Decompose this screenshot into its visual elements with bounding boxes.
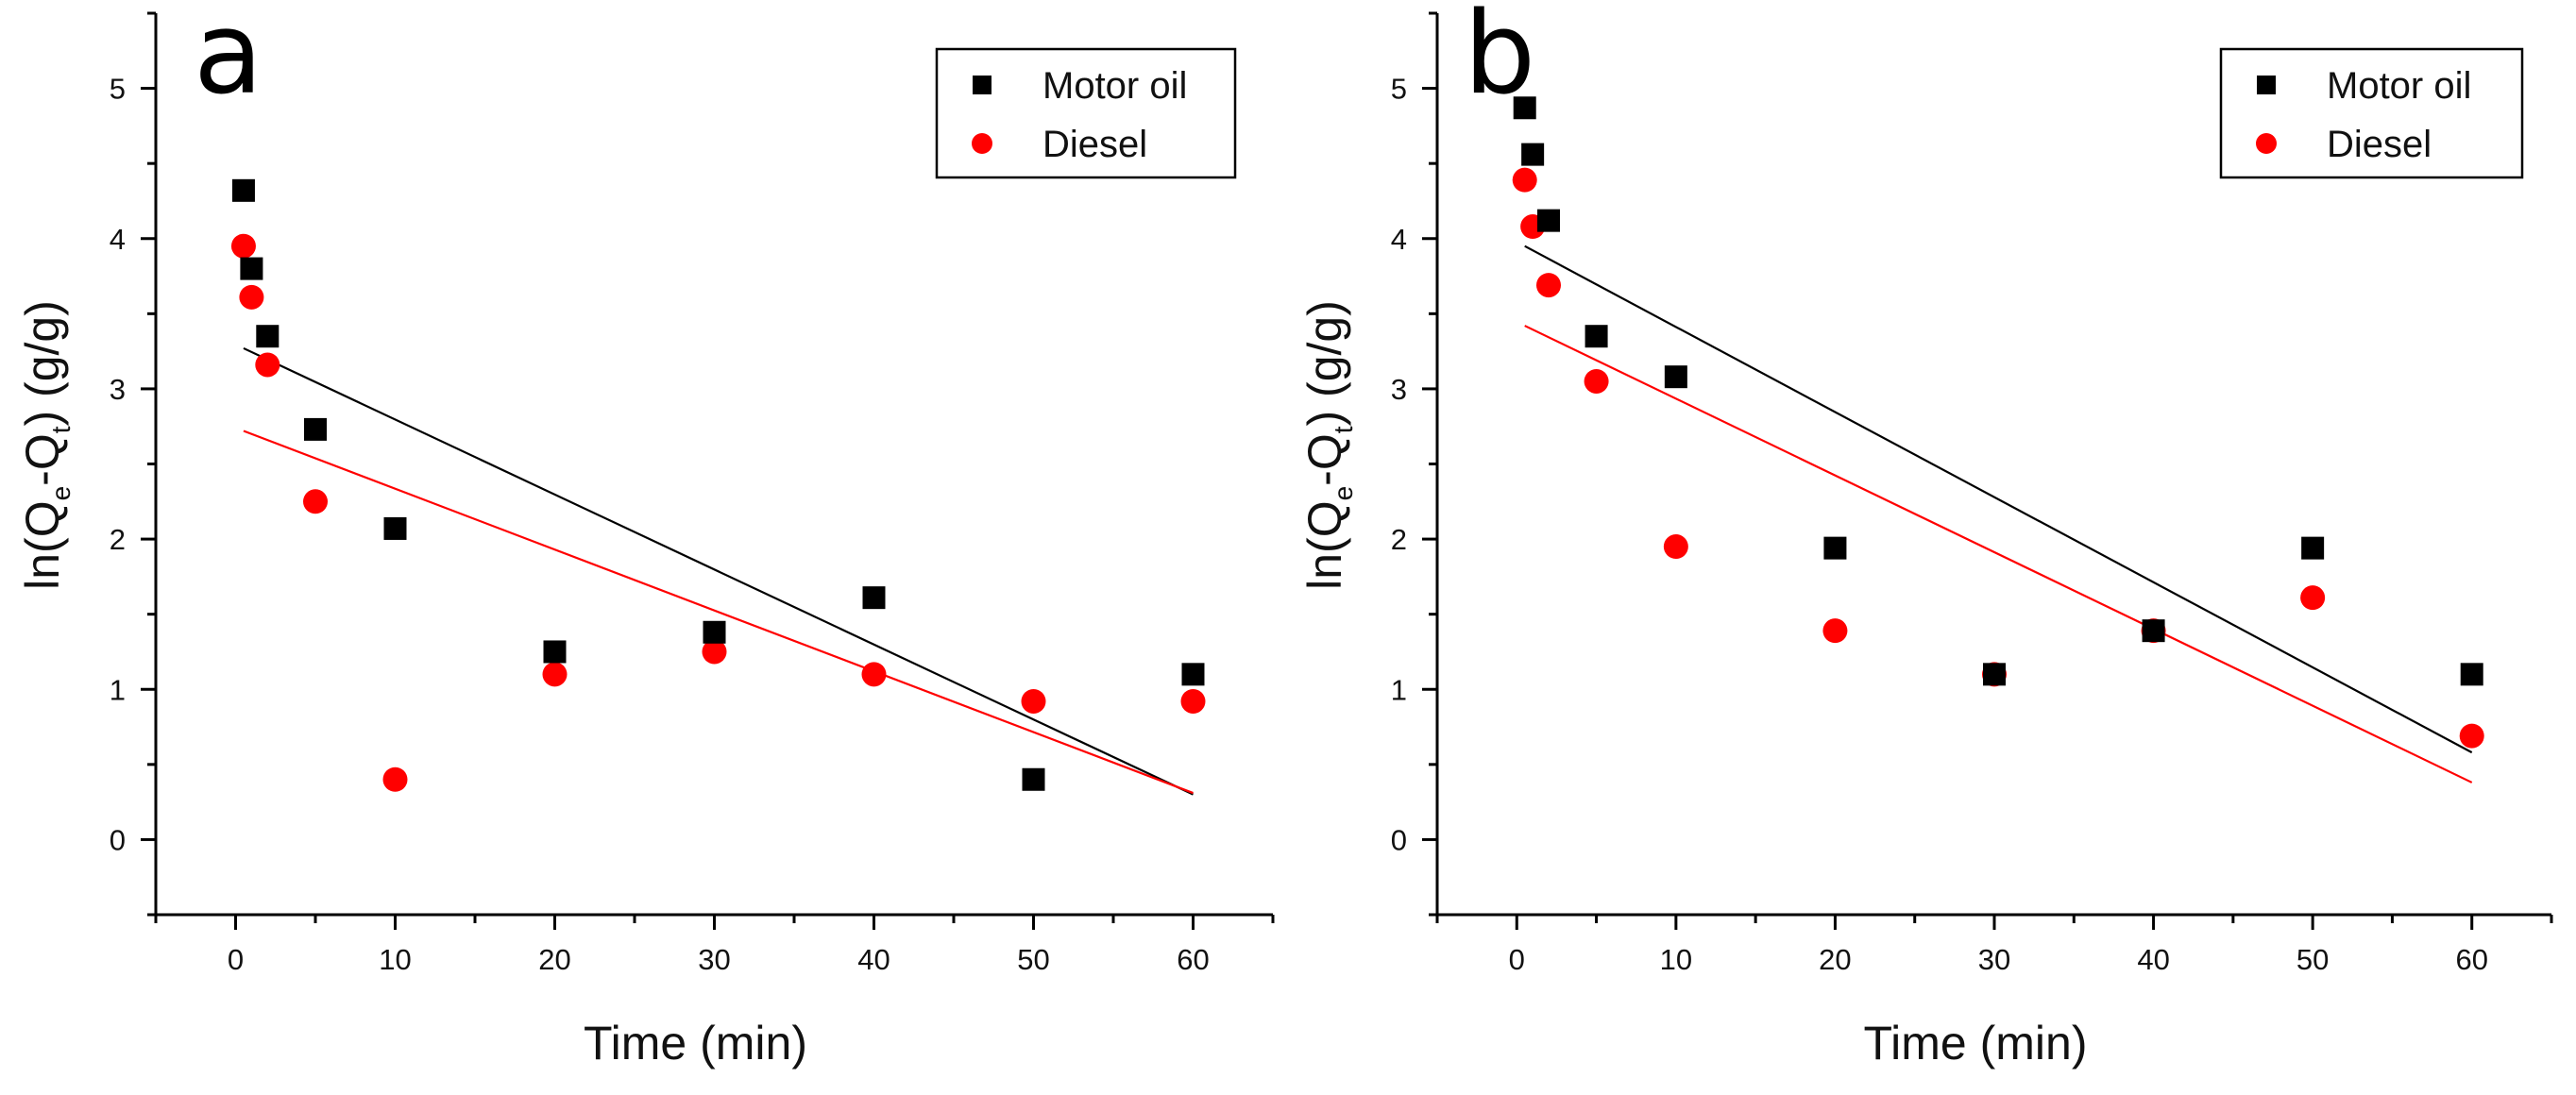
legend-label: Motor oil bbox=[1042, 65, 1187, 107]
data-point-diesel bbox=[1584, 368, 1609, 394]
legend-square-icon bbox=[2257, 76, 2276, 94]
y-axis-title-subscript: e bbox=[1329, 486, 1358, 501]
data-point-diesel bbox=[542, 662, 568, 687]
data-point-diesel bbox=[1536, 273, 1561, 298]
data-point-diesel bbox=[1180, 688, 1206, 714]
data-point-diesel bbox=[1822, 618, 1848, 644]
y-axis-title-subscript: t bbox=[46, 426, 76, 433]
y-axis-title: ln(Qe-Qt) (g/g) bbox=[1298, 300, 1358, 590]
y-tick-label: 0 bbox=[1391, 823, 1407, 856]
x-tick-label: 30 bbox=[1978, 943, 2010, 976]
x-tick-label: 20 bbox=[538, 943, 570, 976]
x-tick-label: 40 bbox=[857, 943, 890, 976]
data-point-motor-oil bbox=[2142, 619, 2165, 643]
data-point-diesel bbox=[303, 489, 328, 514]
x-axis-title: Time (min) bbox=[1863, 1017, 2087, 1070]
data-point-diesel bbox=[239, 284, 264, 310]
y-axis-title-part: ) (g/g) bbox=[1298, 300, 1351, 426]
data-point-diesel bbox=[861, 662, 887, 687]
legend-box bbox=[935, 47, 1237, 179]
data-point-motor-oil bbox=[1823, 536, 1847, 560]
legend-box bbox=[2219, 47, 2524, 179]
legend: Motor oil Diesel bbox=[2219, 47, 2524, 179]
chart-panel-b: 0 10 20 30 40 50 60 0 1 2 3 4 5 Time (min) ln(Qe-Qt) (… bbox=[1298, 0, 2553, 1070]
y-tick-label: 5 bbox=[110, 73, 126, 106]
x-tick-label: 10 bbox=[1660, 943, 1692, 976]
y-axis-title: ln(Qe-Qt) (g/g) bbox=[16, 300, 76, 590]
data-point-diesel bbox=[230, 233, 256, 259]
data-point-diesel bbox=[1663, 534, 1688, 560]
x-tick-label: 60 bbox=[1177, 943, 1209, 976]
y-tick-label: 1 bbox=[1391, 673, 1407, 706]
y-tick-label: 3 bbox=[1391, 373, 1407, 406]
x-tick-label: 0 bbox=[1509, 943, 1525, 976]
x-tick-label: 50 bbox=[1017, 943, 1049, 976]
data-point-motor-oil bbox=[862, 586, 886, 610]
legend-circle-icon bbox=[972, 133, 992, 154]
data-point-motor-oil bbox=[1983, 663, 2006, 686]
y-axis-title-part: ln(Q bbox=[1298, 500, 1351, 589]
data-point-diesel bbox=[2300, 585, 2326, 611]
data-point-motor-oil bbox=[703, 620, 726, 644]
data-point-motor-oil bbox=[304, 417, 327, 441]
data-point-motor-oil bbox=[1664, 365, 1687, 389]
y-axis-title-part: ln(Q bbox=[16, 500, 69, 589]
y-tick-label: 2 bbox=[110, 523, 126, 556]
x-tick-label: 40 bbox=[2137, 943, 2169, 976]
data-point-motor-oil bbox=[1022, 767, 1045, 791]
y-axis-title-part: -Q bbox=[16, 433, 69, 486]
fit-line-motor-oil bbox=[243, 346, 1194, 796]
y-tick-label: 5 bbox=[1391, 73, 1407, 106]
x-tick-label: 50 bbox=[2296, 943, 2329, 976]
data-point-motor-oil bbox=[383, 516, 407, 540]
y-tick-label: 4 bbox=[110, 223, 126, 256]
fit-line-diesel bbox=[1524, 325, 2473, 783]
y-axis-title-part: ) (g/g) bbox=[16, 300, 69, 426]
data-point-motor-oil bbox=[2460, 663, 2483, 686]
data-point-diesel bbox=[382, 766, 408, 792]
data-point-motor-oil bbox=[240, 257, 263, 280]
data-point-diesel bbox=[702, 639, 727, 665]
data-point-diesel bbox=[255, 352, 280, 378]
x-tick-label: 0 bbox=[228, 943, 244, 976]
x-axis-title: Time (min) bbox=[584, 1017, 807, 1070]
y-tick-label: 1 bbox=[110, 673, 126, 706]
legend: Motor oil Diesel bbox=[935, 47, 1237, 179]
data-point-motor-oil bbox=[2301, 536, 2325, 560]
data-point-motor-oil bbox=[1181, 663, 1205, 686]
data-point-motor-oil bbox=[231, 178, 255, 202]
y-axis-title-subscript: e bbox=[46, 486, 76, 501]
y-tick-label: 4 bbox=[1391, 223, 1407, 256]
y-tick-label: 3 bbox=[110, 373, 126, 406]
y-axis-title-part: -Q bbox=[1298, 433, 1351, 486]
data-point-motor-oil bbox=[256, 325, 280, 348]
data-point-diesel bbox=[1021, 688, 1046, 714]
legend-label: Diesel bbox=[2327, 124, 2432, 165]
data-point-motor-oil bbox=[1585, 325, 1608, 348]
fit-line-diesel bbox=[243, 430, 1194, 795]
y-tick-label: 0 bbox=[110, 823, 126, 856]
x-tick-label: 30 bbox=[698, 943, 730, 976]
data-point-diesel bbox=[1512, 167, 1537, 193]
y-axis-title-subscript: t bbox=[1329, 426, 1358, 433]
panel-letter: a bbox=[194, 0, 263, 120]
chart-panel-a: 0 10 20 30 40 50 60 0 1 2 3 4 5 Time (min) ln(Qe-Qt) (… bbox=[16, 0, 1275, 1070]
data-point-diesel bbox=[2459, 723, 2484, 749]
legend-circle-icon bbox=[2256, 133, 2277, 154]
data-point-motor-oil bbox=[1537, 209, 1560, 232]
legend-label: Motor oil bbox=[2327, 65, 2471, 107]
x-tick-label: 60 bbox=[2455, 943, 2487, 976]
x-tick-label: 20 bbox=[1819, 943, 1851, 976]
y-tick-label: 2 bbox=[1391, 523, 1407, 556]
data-point-motor-oil bbox=[1521, 143, 1545, 166]
fit-line-motor-oil bbox=[1524, 244, 2473, 754]
data-point-motor-oil bbox=[1513, 96, 1536, 120]
legend-label: Diesel bbox=[1042, 124, 1147, 165]
x-tick-label: 10 bbox=[379, 943, 411, 976]
data-point-motor-oil bbox=[543, 640, 567, 664]
legend-square-icon bbox=[973, 76, 991, 94]
